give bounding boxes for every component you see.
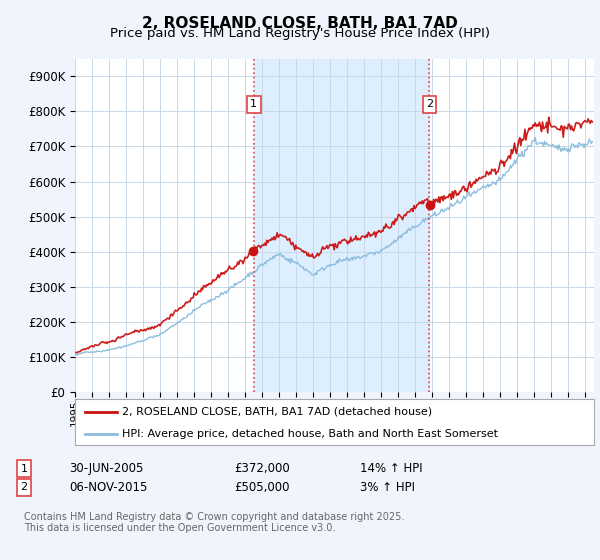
Text: Price paid vs. HM Land Registry's House Price Index (HPI): Price paid vs. HM Land Registry's House … bbox=[110, 27, 490, 40]
Text: 1: 1 bbox=[20, 464, 28, 474]
Text: 06-NOV-2015: 06-NOV-2015 bbox=[69, 480, 148, 494]
Text: 2: 2 bbox=[426, 99, 433, 109]
Text: 2: 2 bbox=[20, 482, 28, 492]
Text: £505,000: £505,000 bbox=[234, 480, 290, 494]
Text: Contains HM Land Registry data © Crown copyright and database right 2025.: Contains HM Land Registry data © Crown c… bbox=[24, 512, 404, 522]
Text: 2, ROSELAND CLOSE, BATH, BA1 7AD (detached house): 2, ROSELAND CLOSE, BATH, BA1 7AD (detach… bbox=[122, 407, 432, 417]
Text: HPI: Average price, detached house, Bath and North East Somerset: HPI: Average price, detached house, Bath… bbox=[122, 428, 498, 438]
Text: 30-JUN-2005: 30-JUN-2005 bbox=[69, 462, 143, 475]
Text: 3% ↑ HPI: 3% ↑ HPI bbox=[360, 480, 415, 494]
Bar bbox=[254, 59, 430, 392]
Text: £372,000: £372,000 bbox=[234, 462, 290, 475]
Text: 2, ROSELAND CLOSE, BATH, BA1 7AD: 2, ROSELAND CLOSE, BATH, BA1 7AD bbox=[142, 16, 458, 31]
Text: 14% ↑ HPI: 14% ↑ HPI bbox=[360, 462, 422, 475]
Text: This data is licensed under the Open Government Licence v3.0.: This data is licensed under the Open Gov… bbox=[24, 523, 335, 533]
Text: 1: 1 bbox=[250, 99, 257, 109]
